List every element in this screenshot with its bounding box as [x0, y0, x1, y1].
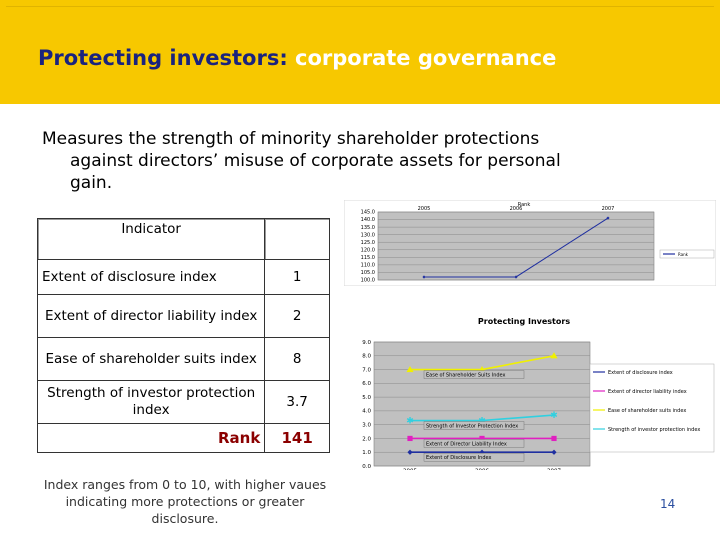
- data-point: [407, 435, 413, 442]
- x-tick-label: 2007: [602, 206, 615, 212]
- title-banner-inner: [6, 6, 714, 99]
- data-point: [406, 365, 414, 373]
- rank-chart-legend: Rank: [659, 249, 715, 259]
- data-point: [422, 275, 426, 279]
- y-tick-label: 5.0: [362, 395, 371, 401]
- table-row: Extent of director liability index 2: [36, 294, 330, 338]
- table-header-row: Indicator: [36, 218, 330, 260]
- series-label: Strength of Investor Protection Index: [426, 424, 518, 430]
- data-point: [514, 275, 518, 279]
- table-row: Extent of disclosure index 1: [36, 259, 330, 295]
- data-point: ✱: [406, 417, 414, 427]
- data-point: ✱: [550, 411, 558, 421]
- y-tick-label: 9.0: [362, 340, 371, 346]
- table-rank-row: Rank 141: [36, 423, 330, 453]
- y-tick-label: 125.0: [361, 240, 375, 246]
- y-tick-label: 135.0: [361, 225, 375, 231]
- indicator-table: Indicator Extent of disclosure index 1 E…: [36, 218, 330, 453]
- table-cell-label: Extent of disclosure index: [36, 259, 266, 295]
- slide-title-part2: corporate governance: [295, 46, 557, 70]
- table-cell-label: Extent of director liability index: [36, 294, 266, 338]
- description-line2: against directors’ misuse of corporate a…: [70, 151, 561, 171]
- index-note: Index ranges from 0 to 10, with higher v…: [43, 477, 327, 526]
- data-point: [550, 352, 558, 359]
- table-row: Ease of shareholder suits index 8: [36, 337, 330, 381]
- series-line: [410, 414, 555, 422]
- series-label-box: [423, 453, 525, 462]
- y-tick-label: 3.0: [362, 423, 371, 429]
- y-tick-label: 0.0: [362, 464, 371, 470]
- description: Measures the strength of minority shareh…: [42, 128, 672, 194]
- legend-label: Ease of shareholder suits index: [608, 408, 686, 414]
- x-tick-label: 2005: [403, 469, 417, 471]
- y-tick-label: 110.0: [361, 263, 375, 269]
- legend-label: Rank: [678, 252, 689, 257]
- y-tick-label: 100.0: [361, 278, 375, 284]
- y-tick-label: 1.0: [362, 450, 371, 456]
- data-point: [479, 435, 485, 442]
- legend-label: Extent of director liability index: [608, 389, 687, 395]
- rank-label: Rank: [36, 423, 266, 453]
- table-header-indicator: Indicator: [36, 218, 266, 260]
- data-point: [551, 435, 557, 442]
- y-tick-label: 115.0: [361, 255, 375, 261]
- table-header-value: [264, 218, 330, 260]
- description-line1: Measures the strength of minority shareh…: [42, 129, 540, 149]
- protecting-investors-chart: Protecting Investors 0.0 1.0 2.0 3.0 4.0 5.0 6…: [344, 312, 716, 470]
- y-tick-label: 2.0: [362, 436, 371, 442]
- table-cell-value: 1: [264, 259, 330, 295]
- x-tick-label: 2006: [510, 206, 523, 212]
- data-point: [407, 449, 413, 455]
- title-banner: Protecting investors: corporate governan…: [0, 0, 720, 104]
- investors-chart-plot: 0.0 1.0 2.0 3.0 4.0 5.0 6.0 7.0 8.0 9.0 2005 2006 20…: [362, 340, 591, 471]
- y-tick-label: 8.0: [362, 354, 371, 360]
- table-cell-label: Strength of investor protection index: [36, 380, 266, 424]
- series-label-box: [423, 370, 525, 379]
- x-tick-label: 2006: [475, 469, 489, 471]
- legend-label: Strength of investor protection index: [608, 427, 700, 433]
- y-tick-label: 130.0: [361, 232, 375, 238]
- series-label-box: [423, 439, 525, 448]
- description-line3: gain.: [70, 173, 113, 193]
- series-label-box: [423, 421, 525, 430]
- page-number: 14: [660, 497, 676, 511]
- rank-chart-marks: [422, 216, 610, 279]
- y-tick-label: 140.0: [361, 217, 375, 223]
- table-cell-value: 2: [264, 294, 330, 338]
- series-label: Extent of Director Liability Index: [426, 441, 507, 447]
- y-tick-label: 145.0: [361, 210, 375, 216]
- legend-box: [589, 363, 715, 453]
- y-tick-label: 7.0: [362, 367, 371, 373]
- y-tick-label: 6.0: [362, 381, 371, 387]
- x-tick-label: 2007: [547, 469, 561, 471]
- plot-area: [377, 211, 655, 281]
- y-tick-label: 105.0: [361, 270, 375, 276]
- investors-chart-marks: Extent of Disclosure Index Extent of Dire…: [406, 352, 558, 462]
- y-tick-label: 120.0: [361, 247, 375, 253]
- table-row: Strength of investor protection index 3.…: [36, 380, 330, 424]
- series-label: Ease of Shareholder Suits Index: [426, 373, 506, 379]
- series-label: Extent of Disclosure Index: [426, 455, 492, 461]
- data-point: [551, 449, 557, 455]
- rank-value: 141: [264, 423, 330, 453]
- investors-chart-legend: Extent of disclosure index Extent of dire…: [589, 363, 715, 453]
- data-point: [606, 216, 610, 220]
- investors-chart-title: Protecting Investors: [478, 317, 570, 326]
- legend-box: [659, 249, 715, 259]
- slide-title: Protecting investors: corporate governan…: [38, 46, 556, 70]
- slide-title-part1: Protecting investors:: [38, 46, 288, 70]
- table-cell-value: 3.7: [264, 380, 330, 424]
- table-cell-value: 8: [264, 337, 330, 381]
- legend-label: Extent of disclosure index: [608, 370, 673, 376]
- y-tick-label: 4.0: [362, 409, 371, 415]
- x-tick-label: 2005: [418, 206, 431, 212]
- table-cell-label: Ease of shareholder suits index: [36, 337, 266, 381]
- rank-chart-title: Rank: [518, 202, 531, 208]
